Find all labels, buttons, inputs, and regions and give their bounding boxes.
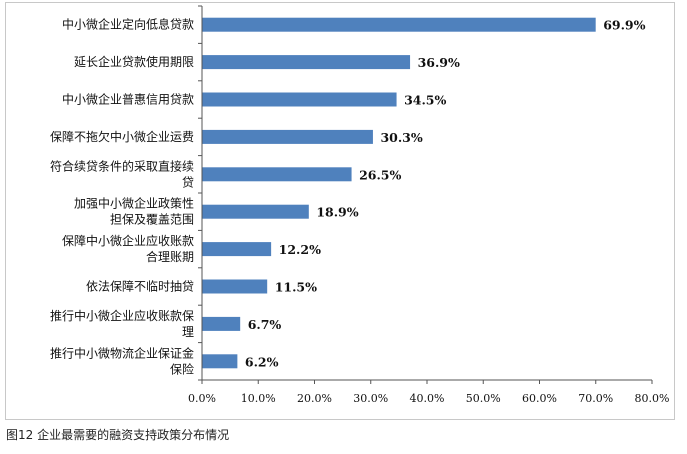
data-label: 69.9%: [603, 18, 645, 33]
category-label: 推行中小微企业应收账款保: [50, 308, 194, 323]
x-tick-label: 30.0%: [353, 392, 388, 405]
x-tick-label: 60.0%: [522, 392, 557, 405]
category-label: 担保及覆盖范围: [110, 213, 194, 227]
category-label: 中小微企业普惠信用贷款: [62, 92, 194, 107]
category-label: 推行中小微物流企业保证金: [50, 345, 194, 360]
bar: [202, 17, 596, 32]
data-label: 6.2%: [245, 354, 279, 369]
x-tick-label: 70.0%: [578, 392, 613, 405]
bar: [202, 55, 411, 70]
category-label: 保障不拖欠中小微企业运费: [50, 129, 194, 144]
category-label: 理: [182, 325, 194, 339]
x-tick-label: 0.0%: [188, 392, 216, 405]
x-tick-label: 20.0%: [297, 392, 332, 405]
x-tick-label: 50.0%: [466, 392, 501, 405]
data-label: 6.7%: [248, 317, 282, 332]
category-label: 保障中小微企业应收账款: [62, 233, 194, 248]
bar: [202, 316, 241, 331]
chart-frame: [5, 2, 675, 420]
bar: [202, 279, 268, 294]
x-tick-label: 80.0%: [635, 392, 670, 405]
category-label: 保险: [170, 361, 194, 376]
data-label: 26.5%: [359, 167, 401, 182]
bar-chart: 0.0% 10.0% 20.0% 30.0% 40.0% 50.0% 60.0% 70.0% 8…: [50, 5, 670, 405]
category-label: 贷: [182, 175, 194, 189]
category-label: 依法保障不临时抽贷: [86, 279, 194, 294]
data-label: 12.2%: [279, 242, 321, 257]
x-tick-label: 10.0%: [241, 392, 276, 405]
data-label: 34.5%: [404, 93, 446, 108]
bar: [202, 354, 238, 369]
figure-caption: 图12 企业最需要的融资支持政策分布情况: [6, 428, 230, 442]
category-label: 符合续贷条件的采取直接续: [50, 158, 194, 173]
category-label: 延长企业贷款使用期限: [74, 54, 194, 69]
x-tick-label: 40.0%: [410, 392, 445, 405]
bar: [202, 167, 352, 182]
category-label: 加强中小微企业政策性: [74, 196, 194, 211]
data-label: 11.5%: [275, 280, 317, 295]
bar: [202, 129, 373, 144]
category-label: 合理账期: [146, 249, 194, 264]
data-label: 30.3%: [380, 130, 422, 145]
bar: [202, 92, 397, 107]
bar: [202, 204, 309, 219]
data-label: 36.9%: [418, 55, 460, 70]
bar: [202, 242, 272, 257]
data-label: 18.9%: [316, 205, 358, 220]
category-label: 中小微企业定向低息贷款: [62, 17, 194, 32]
